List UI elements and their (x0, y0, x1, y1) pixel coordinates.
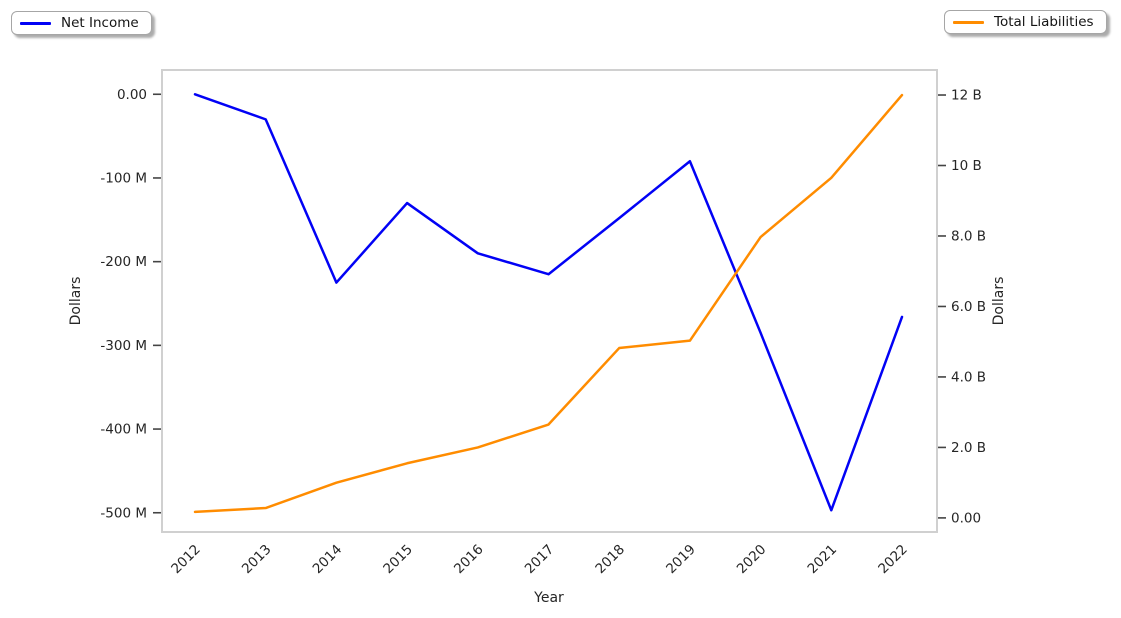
left-axis-title: Dollars (68, 277, 84, 326)
legend-total-liabilities: Total Liabilities (944, 10, 1107, 34)
net-income-legend-line (20, 21, 51, 25)
x-tick-label: 2012 (168, 542, 204, 578)
right-axis-title: Dollars (991, 277, 1007, 326)
right-y-tick-label: 2.0 B (951, 440, 986, 456)
x-axis-title: Year (533, 590, 564, 606)
x-tick-label: 2013 (239, 542, 275, 578)
net-income-line (193, 93, 904, 512)
total-liabilities-legend-label: Total Liabilities (994, 14, 1094, 30)
left-y-tick-label: -400 M (100, 422, 147, 438)
right-y-tick-label: 0.00 (951, 510, 981, 526)
left-y-tick-label: -200 M (100, 254, 147, 270)
x-tick-label: 2021 (805, 542, 841, 578)
x-tick-label: 2019 (663, 542, 699, 578)
net-income-legend-label: Net Income (61, 15, 139, 31)
total-liabilities-legend-line (953, 20, 984, 24)
right-y-tick-label: 10 B (951, 158, 982, 174)
x-tick-label: 2020 (734, 542, 770, 578)
legend-net-income: Net Income (11, 11, 152, 35)
right-y-tick-label: 4.0 B (951, 369, 986, 385)
left-y-tick-label: -500 M (100, 505, 147, 521)
total-liabilities-line (193, 93, 904, 514)
left-y-tick-label: -300 M (100, 338, 147, 354)
right-y-tick-label: 12 B (951, 88, 982, 104)
right-y-tick-label: 8.0 B (951, 228, 986, 244)
x-tick-label: 2022 (875, 542, 911, 578)
left-y-tick-label: 0.00 (117, 87, 147, 103)
x-tick-label: 2017 (522, 542, 558, 578)
left-y-tick-label: -100 M (100, 170, 147, 186)
x-tick-label: 2015 (380, 542, 416, 578)
plot-frame (161, 69, 938, 533)
x-tick-label: 2016 (451, 542, 487, 578)
x-tick-label: 2018 (592, 542, 628, 578)
right-y-tick-label: 6.0 B (951, 299, 986, 315)
x-tick-label: 2014 (310, 542, 346, 578)
